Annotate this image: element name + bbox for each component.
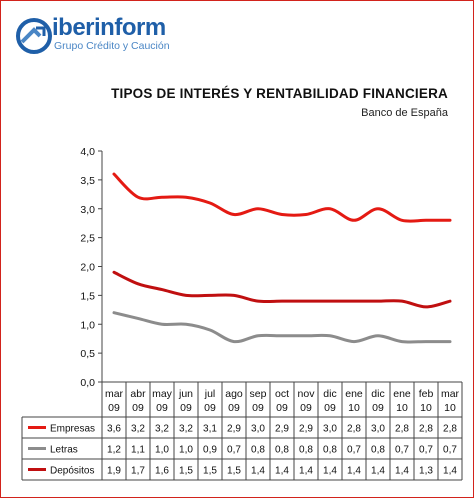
data-label: 1,4 — [323, 466, 337, 477]
iberinform-logo: iberinform Grupo Crédito y Caución — [14, 10, 224, 60]
data-label: 3,6 — [107, 424, 121, 435]
data-label: 0,9 — [203, 445, 217, 456]
data-label: 3,0 — [323, 424, 337, 435]
data-label: 2,9 — [227, 424, 241, 435]
data-label: 3,2 — [179, 424, 193, 435]
x-tick-label: dic — [323, 388, 336, 400]
x-tick-label: nov — [298, 388, 316, 400]
x-tick-label: jul — [204, 388, 216, 400]
data-label: 1,4 — [251, 466, 265, 477]
iberinform-logo-icon — [16, 18, 52, 54]
series-line-empresas — [112, 172, 452, 223]
data-label: 3,0 — [251, 424, 265, 435]
data-label: 1,4 — [443, 466, 457, 477]
data-label: 0,7 — [395, 445, 409, 456]
data-label: 2,8 — [347, 424, 361, 435]
data-label: 0,8 — [299, 445, 313, 456]
y-tick-label: 2,0 — [80, 262, 95, 274]
x-tick-label: 09 — [228, 402, 240, 414]
x-tick-label: abr — [130, 388, 146, 400]
data-label: 1,3 — [419, 466, 433, 477]
x-tick-label: 09 — [132, 402, 144, 414]
x-tick-label: sep — [250, 388, 267, 400]
x-tick-label: 10 — [396, 402, 408, 414]
data-label: 2,8 — [395, 424, 409, 435]
y-tick-label: 2,5 — [80, 233, 95, 245]
x-tick-label: 09 — [156, 402, 168, 414]
legend-label: Empresas — [50, 424, 95, 435]
x-tick-label: 09 — [324, 402, 336, 414]
data-label: 1,4 — [275, 466, 289, 477]
brand-tagline: Grupo Crédito y Caución — [54, 40, 170, 52]
x-tick-label: dic — [371, 388, 384, 400]
x-tick-label: 09 — [300, 402, 312, 414]
data-label: 2,8 — [443, 424, 457, 435]
data-label: 1,4 — [395, 466, 409, 477]
x-tick-label: jun — [178, 388, 193, 400]
y-tick-label: 4,0 — [80, 146, 95, 158]
x-tick-label: mar — [105, 388, 124, 400]
y-tick-label: 1,0 — [80, 319, 95, 331]
data-label: 1,4 — [347, 466, 361, 477]
data-label: 3,2 — [131, 424, 145, 435]
data-label: 1,5 — [227, 466, 241, 477]
data-label: 1,5 — [203, 466, 217, 477]
data-label: 0,7 — [347, 445, 361, 456]
data-label: 1,4 — [371, 466, 385, 477]
data-label: 0,7 — [419, 445, 433, 456]
data-label: 3,0 — [371, 424, 385, 435]
x-tick-label: 09 — [372, 402, 384, 414]
chart-subtitle: Banco de España — [361, 107, 448, 119]
data-label: 0,8 — [371, 445, 385, 456]
data-label: 0,8 — [251, 445, 265, 456]
y-tick-label: 3,0 — [80, 204, 95, 216]
series-line-letras — [112, 311, 452, 344]
x-tick-label: 10 — [420, 402, 432, 414]
x-tick-label: feb — [419, 388, 434, 400]
data-label: 1,9 — [107, 466, 121, 477]
data-label: 1,5 — [179, 466, 193, 477]
data-label: 0,7 — [443, 445, 457, 456]
data-label: 1,7 — [131, 466, 145, 477]
data-label: 2,9 — [275, 424, 289, 435]
x-tick-label: ago — [225, 388, 243, 400]
data-label: 3,2 — [155, 424, 169, 435]
x-tick-label: 09 — [108, 402, 120, 414]
x-tick-label: 10 — [348, 402, 360, 414]
legend-label: Letras — [50, 445, 78, 456]
y-tick-label: 0,5 — [80, 348, 95, 360]
x-tick-label: mar — [441, 388, 460, 400]
x-tick-label: 09 — [204, 402, 216, 414]
data-label: 0,7 — [227, 445, 241, 456]
x-tick-label: 10 — [444, 402, 456, 414]
x-tick-label: ene — [345, 388, 363, 400]
data-label: 2,8 — [419, 424, 433, 435]
x-tick-label: 09 — [252, 402, 264, 414]
data-label: 1,2 — [107, 445, 121, 456]
data-label: 1,1 — [131, 445, 145, 456]
data-label: 1,0 — [155, 445, 169, 456]
brand-name: iberinform — [52, 14, 166, 41]
legend-label: Depósitos — [50, 466, 94, 477]
x-tick-label: 09 — [276, 402, 288, 414]
series-line-depósitos — [112, 270, 452, 309]
data-label: 2,9 — [299, 424, 313, 435]
data-label: 1,0 — [179, 445, 193, 456]
data-label: 1,4 — [299, 466, 313, 477]
x-tick-label: may — [152, 388, 173, 400]
y-tick-label: 3,5 — [80, 175, 95, 187]
x-tick-label: oct — [275, 388, 289, 400]
chart-title: TIPOS DE INTERÉS Y RENTABILIDAD FINANCIE… — [111, 86, 448, 101]
data-label: 0,8 — [323, 445, 337, 456]
data-label: 1,6 — [155, 466, 169, 477]
x-tick-label: 09 — [180, 402, 192, 414]
y-tick-label: 0,0 — [80, 377, 95, 389]
y-tick-label: 1,5 — [80, 290, 95, 302]
data-label: 0,8 — [275, 445, 289, 456]
x-tick-label: ene — [393, 388, 411, 400]
data-label: 3,1 — [203, 424, 217, 435]
